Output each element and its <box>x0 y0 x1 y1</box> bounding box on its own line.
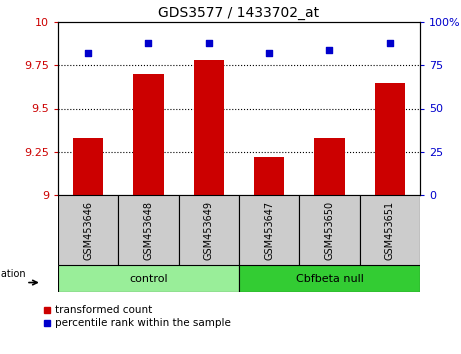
Text: GSM453648: GSM453648 <box>143 200 154 259</box>
Bar <box>194 60 224 195</box>
Point <box>386 40 394 46</box>
Bar <box>58 195 118 265</box>
Text: genotype/variation: genotype/variation <box>0 269 26 279</box>
Point <box>326 47 333 52</box>
Point <box>84 50 92 56</box>
Bar <box>239 195 299 265</box>
Bar <box>299 195 360 265</box>
Text: GSM453647: GSM453647 <box>264 200 274 259</box>
Point <box>145 40 152 46</box>
Text: GSM453646: GSM453646 <box>83 200 93 259</box>
Bar <box>133 74 164 195</box>
Bar <box>58 265 239 292</box>
Text: control: control <box>129 274 168 284</box>
Bar <box>375 82 405 195</box>
Bar <box>314 138 344 195</box>
Point <box>205 40 213 46</box>
Point <box>266 50 273 56</box>
Bar <box>360 195 420 265</box>
Text: Cbfbeta null: Cbfbeta null <box>296 274 363 284</box>
Text: GSM453650: GSM453650 <box>325 200 335 259</box>
Bar <box>73 138 103 195</box>
Legend: transformed count, percentile rank within the sample: transformed count, percentile rank withi… <box>43 305 231 328</box>
Bar <box>118 195 179 265</box>
Text: GSM453651: GSM453651 <box>385 200 395 259</box>
Text: GSM453649: GSM453649 <box>204 200 214 259</box>
Bar <box>179 195 239 265</box>
Bar <box>239 265 420 292</box>
Title: GDS3577 / 1433702_at: GDS3577 / 1433702_at <box>159 6 319 19</box>
Bar <box>254 157 284 195</box>
